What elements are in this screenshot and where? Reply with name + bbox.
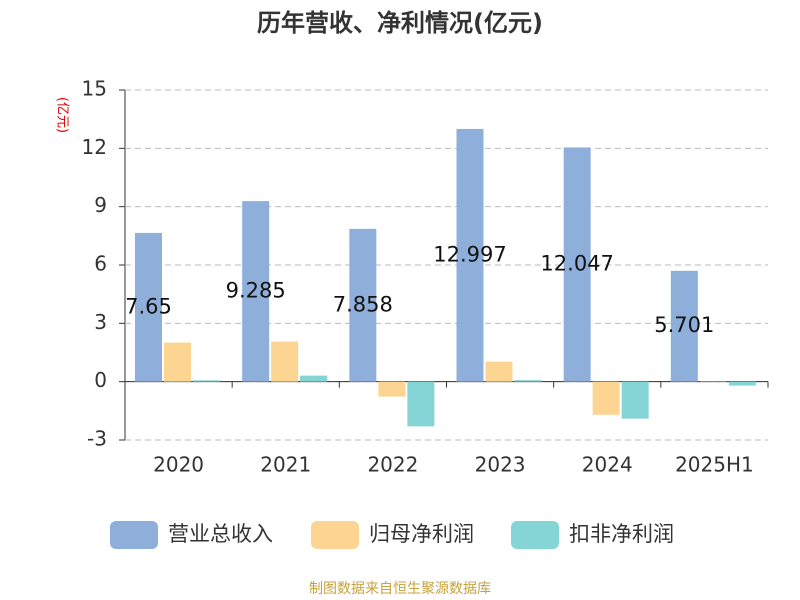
- y-tick-label: 6: [94, 252, 107, 276]
- y-tick-label: 12: [82, 135, 107, 159]
- bar: [378, 381, 406, 397]
- bar: [300, 375, 328, 382]
- data-label: 12.997: [433, 242, 506, 266]
- chart-title: 历年营收、净利情况(亿元): [257, 9, 543, 37]
- bar: [242, 201, 270, 382]
- x-tick-label: 2023: [475, 453, 526, 477]
- bar: [456, 128, 484, 382]
- y-tick-label: 3: [94, 310, 107, 334]
- y-tick-label: -3: [87, 427, 107, 451]
- bar: [407, 381, 435, 427]
- y-tick-label: 9: [94, 193, 107, 217]
- bar: [485, 361, 513, 382]
- data-label: 9.285: [226, 278, 286, 302]
- y-axis-label: (亿元): [55, 97, 70, 133]
- data-label: 5.701: [654, 313, 714, 337]
- legend-label: 营业总收入: [168, 522, 273, 546]
- bar: [670, 270, 698, 382]
- bar: [349, 228, 377, 382]
- legend-swatch: [511, 521, 559, 549]
- legend-swatch: [110, 521, 158, 549]
- data-label: 7.65: [125, 294, 172, 318]
- legend-label: 扣非净利润: [569, 522, 674, 546]
- bar: [135, 232, 162, 382]
- x-tick-label: 2020: [153, 453, 204, 477]
- bar: [563, 147, 591, 382]
- x-tick-label: 2022: [367, 453, 418, 477]
- legend-label: 归母净利润: [369, 522, 474, 546]
- x-tick-label: 2025H1: [675, 453, 754, 477]
- x-tick-label: 2024: [582, 453, 633, 477]
- bar: [514, 380, 542, 382]
- data-label: 12.047: [540, 252, 613, 276]
- bar: [728, 381, 756, 386]
- bar: [164, 342, 191, 382]
- bar: [592, 381, 620, 415]
- bar: [271, 341, 299, 382]
- y-tick-label: 15: [82, 77, 107, 101]
- x-tick-label: 2021: [260, 453, 311, 477]
- data-label: 7.858: [333, 292, 393, 316]
- source-note: 制图数据来自恒生聚源数据库: [309, 581, 491, 597]
- bar: [621, 381, 649, 419]
- legend-swatch: [311, 521, 359, 549]
- y-tick-label: 0: [94, 368, 107, 392]
- bar: [193, 380, 220, 382]
